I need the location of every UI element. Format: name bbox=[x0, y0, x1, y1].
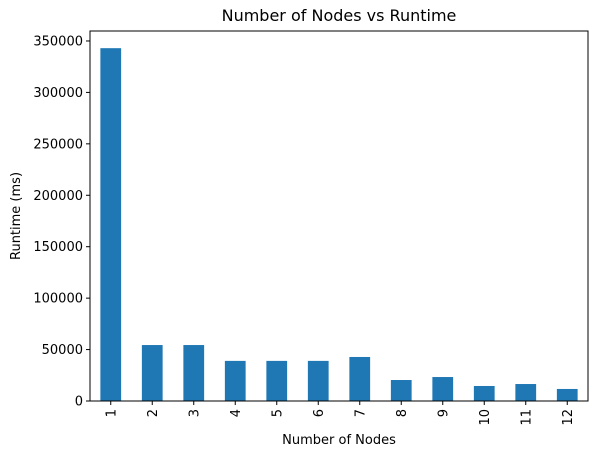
bar bbox=[349, 356, 371, 401]
bar bbox=[141, 345, 163, 401]
axes-frame bbox=[89, 30, 589, 402]
y-tick-label: 50000 bbox=[42, 343, 83, 358]
bar bbox=[100, 48, 122, 402]
x-tick-label: 6 bbox=[312, 409, 327, 417]
x-tick-label: 1 bbox=[104, 409, 119, 417]
bar bbox=[473, 385, 495, 401]
y-axis-label: Runtime (ms) bbox=[9, 172, 24, 260]
x-tick-label: 12 bbox=[561, 409, 576, 426]
bar bbox=[224, 360, 246, 401]
x-tick-label: 9 bbox=[436, 409, 451, 417]
bar bbox=[307, 360, 329, 401]
bar bbox=[556, 388, 578, 401]
chart-title: Number of Nodes vs Runtime bbox=[222, 6, 457, 25]
x-tick-label: 2 bbox=[146, 409, 161, 417]
x-axis-label: Number of Nodes bbox=[282, 433, 396, 448]
x-tick-label: 5 bbox=[270, 409, 285, 417]
y-tick-label: 100000 bbox=[33, 292, 83, 307]
y-tick-label: 150000 bbox=[33, 240, 83, 255]
x-tick-label: 11 bbox=[519, 409, 534, 426]
y-tick-label: 350000 bbox=[33, 34, 83, 49]
bar bbox=[432, 377, 454, 401]
y-tick-label: 200000 bbox=[33, 189, 83, 204]
bar bbox=[266, 360, 288, 401]
y-tick-label: 300000 bbox=[33, 86, 83, 101]
x-tick-label: 10 bbox=[478, 409, 493, 426]
x-tick-label: 7 bbox=[353, 409, 368, 417]
bar bbox=[515, 384, 537, 401]
x-tick-label: 3 bbox=[187, 409, 202, 417]
y-tick-label: 250000 bbox=[33, 137, 83, 152]
x-tick-label: 4 bbox=[229, 409, 244, 417]
y-tick-label: 0 bbox=[75, 395, 83, 410]
bar bbox=[390, 380, 412, 401]
x-tick-label: 8 bbox=[395, 409, 410, 417]
bar bbox=[183, 345, 205, 401]
